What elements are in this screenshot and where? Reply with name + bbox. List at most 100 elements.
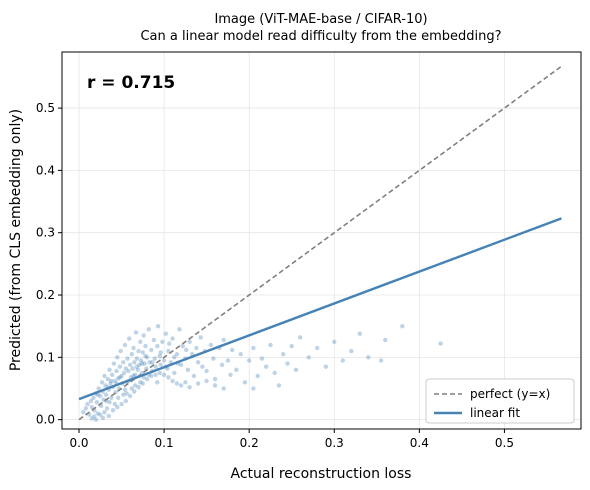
scatter-point	[111, 361, 117, 366]
scatter-point	[117, 375, 123, 380]
scatter-point	[122, 342, 128, 348]
y-tick-label: 0.3	[36, 226, 55, 240]
scatter-point	[194, 345, 199, 351]
scatter-point	[178, 383, 184, 388]
scatter-point	[332, 339, 337, 344]
scatter-point	[112, 401, 118, 407]
scatter-point	[121, 392, 126, 397]
scatter-point	[208, 342, 214, 348]
scatter-point	[366, 355, 371, 360]
scatter-point	[112, 378, 118, 384]
scatter-point	[161, 372, 167, 377]
scatter-point	[129, 386, 134, 391]
scatter-point	[94, 400, 100, 405]
scatter-point	[251, 345, 256, 351]
scatter-point	[174, 381, 180, 386]
scatter-point	[140, 381, 145, 386]
scatter-point	[149, 373, 154, 379]
scatter-point	[89, 405, 95, 410]
scatter-point	[225, 358, 231, 363]
chart-title-line1: Image (ViT-MAE-base / CIFAR-10)	[214, 12, 427, 27]
scatter-point	[187, 339, 192, 344]
scatter-point	[138, 380, 143, 385]
scatter-point	[136, 348, 141, 354]
scatter-point	[349, 348, 354, 354]
scatter-point	[101, 397, 106, 402]
scatter-point	[180, 343, 185, 349]
scatter-point	[298, 335, 303, 340]
scatter-point	[127, 362, 133, 367]
scatter-point	[272, 370, 277, 376]
x-tick-label: 0.1	[155, 436, 174, 450]
scatter-point	[131, 345, 136, 351]
scatter-point	[166, 348, 171, 354]
scatter-point	[187, 385, 192, 390]
scatter-point	[281, 352, 286, 357]
legend-perfect-label: perfect (y=x)	[470, 387, 550, 401]
scatter-point	[140, 350, 145, 355]
scatter-point	[104, 406, 110, 411]
scatter-point	[198, 335, 203, 340]
scatter-point	[242, 380, 248, 385]
scatter-point	[289, 343, 294, 349]
scatter-point	[157, 353, 162, 359]
scatter-point	[130, 366, 135, 371]
scatter-point	[119, 373, 124, 379]
scatter-point	[234, 367, 239, 372]
scatter-point	[383, 337, 388, 343]
scatter-point	[170, 378, 175, 384]
scatter-point	[144, 376, 150, 382]
scatter-point	[259, 356, 265, 361]
scatter-point	[219, 362, 225, 367]
scatter-point	[166, 375, 171, 380]
scatter-point	[172, 355, 177, 360]
scatter-point	[129, 352, 134, 357]
scatter-point	[104, 392, 109, 397]
scatter-point	[133, 372, 138, 377]
scatter-point	[172, 370, 177, 376]
scatter-point	[98, 412, 103, 417]
scatter-point	[155, 324, 161, 329]
x-tick-label: 0.2	[240, 436, 259, 450]
scatter-point	[107, 400, 112, 405]
scatter-point	[121, 370, 127, 376]
scatter-point	[247, 358, 252, 363]
scatter-point	[118, 348, 123, 354]
scatter-point	[132, 389, 137, 394]
scatter-point	[103, 383, 108, 388]
scatter-point	[170, 336, 175, 341]
scatter-point	[139, 361, 145, 366]
scatter-point	[127, 336, 132, 341]
scatter-point	[108, 381, 113, 386]
scatter-point	[157, 370, 162, 376]
scatter-point	[195, 381, 201, 386]
x-tick-label: 0.4	[410, 436, 429, 450]
legend-box	[425, 378, 575, 424]
reference-lines	[78, 65, 562, 421]
scatter-point	[183, 380, 188, 385]
scatter-point	[138, 358, 144, 363]
scatter-point	[115, 405, 120, 410]
scatter-point	[102, 410, 107, 415]
y-tick-label: 0.4	[36, 163, 55, 177]
y-tick-label: 0.0	[36, 413, 55, 427]
scatter-point	[92, 414, 97, 419]
scatter-point	[95, 411, 100, 416]
scatter-point	[116, 376, 121, 381]
scatter-point	[116, 395, 121, 400]
scatter-point	[221, 337, 226, 343]
x-axis-ticks: 0.0 0.1 0.2 0.3 0.4 0.5	[69, 429, 514, 450]
correlation-annotation: r = 0.715	[87, 73, 175, 93]
scatter-point	[106, 413, 112, 419]
scatter-point	[238, 352, 243, 357]
scatter-point	[306, 355, 311, 360]
scatter-point	[136, 385, 141, 390]
scatter-point	[143, 353, 148, 359]
scatter-point	[200, 364, 205, 369]
scatter-point	[251, 386, 256, 391]
scatter-point	[228, 372, 233, 377]
scatter-point	[155, 380, 160, 385]
perfect-line	[78, 65, 562, 421]
scatter-point	[127, 393, 133, 399]
scatter-point	[212, 383, 218, 388]
